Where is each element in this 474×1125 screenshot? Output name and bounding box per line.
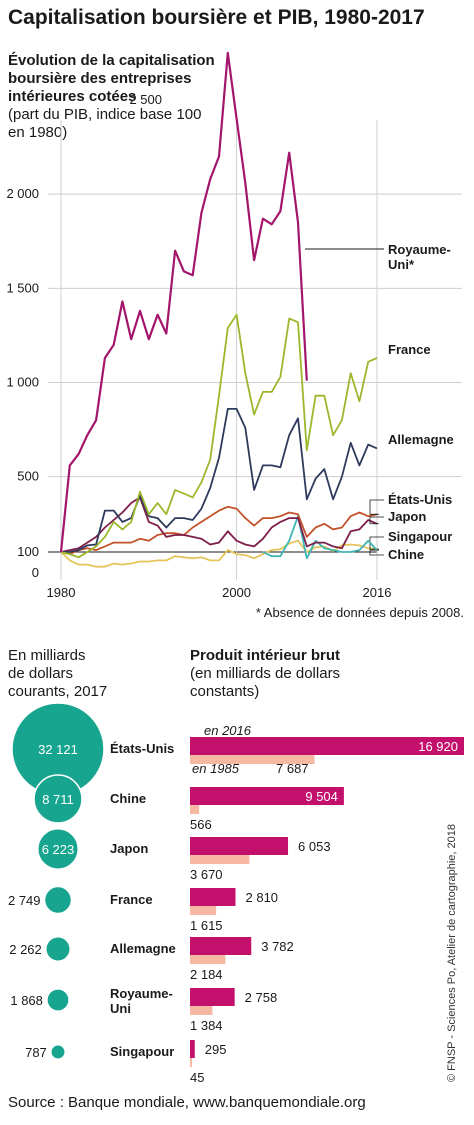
country-name: États-Unis	[110, 741, 174, 756]
series-line-singapore	[60, 539, 378, 568]
series-label-france: France	[388, 342, 431, 357]
leader-line	[369, 549, 384, 556]
bar-1985	[190, 805, 200, 814]
market-cap-label: 787	[25, 1045, 47, 1060]
line-chart: 0 100 500 1 000 1 500 2 000 2 500 1980 2000 2016 S…	[6, 51, 464, 620]
market-cap-label: 1 868	[10, 993, 43, 1008]
y-tick-label: 2 000	[6, 186, 39, 201]
market-cap-label: 2 749	[8, 893, 41, 908]
bar-1985-label: 1 615	[190, 918, 223, 933]
country-name: Japon	[110, 841, 148, 856]
y-tick-label: 2 500	[129, 92, 162, 107]
market-cap-circle	[33, 774, 83, 824]
bar-2016	[190, 1040, 195, 1058]
series-label-uk: Royaume-	[388, 242, 451, 257]
source-note: Source : Banque mondiale, www.banquemond…	[8, 1094, 366, 1111]
series-label-usa: États-Unis	[388, 492, 452, 507]
bar-2016	[190, 988, 235, 1006]
x-tick-label: 1980	[47, 585, 76, 600]
bar-2016	[190, 737, 464, 755]
bar-1985-label: 2 184	[190, 967, 223, 982]
country-name: France	[110, 892, 153, 907]
series-line-france	[60, 313, 378, 559]
series-line-china	[262, 515, 378, 560]
market-cap-circle	[43, 885, 73, 915]
bar-1985-label: 3 670	[190, 867, 223, 882]
bar-2016-label: 2 810	[246, 890, 279, 905]
series-label-germany: Allemagne	[388, 432, 454, 447]
series-line-usa	[60, 505, 378, 555]
circles-heading: courants, 2017	[8, 683, 107, 700]
bar-1985-label: 1 384	[190, 1018, 223, 1033]
market-cap-label: 6 223	[42, 842, 75, 857]
legend-1985: en 1985	[192, 761, 240, 776]
market-cap-circle	[45, 936, 71, 962]
credit-note: © FNSP - Sciences Po, Atelier de cartogr…	[446, 824, 458, 1082]
country-name: Allemagne	[110, 941, 176, 956]
bar-1985	[190, 1006, 213, 1015]
country-name: Uni	[110, 1001, 131, 1016]
y-tick-label: 1 000	[6, 375, 39, 390]
bar-2016	[190, 937, 252, 955]
bar-1985-label: 45	[190, 1070, 204, 1085]
chart-title: Capitalisation boursière et PIB, 1980-20…	[8, 6, 425, 29]
leader-line	[369, 499, 384, 515]
bar-2016-label: 6 053	[298, 839, 331, 854]
market-cap-circle	[46, 988, 70, 1012]
x-tick-label: 2000	[222, 585, 251, 600]
series-line-germany	[61, 407, 378, 553]
series-label-japan: Japon	[388, 509, 426, 524]
bar-2016-label: 295	[205, 1042, 227, 1057]
line-chart-subtitle: Évolution de la capitalisation boursière…	[8, 52, 215, 105]
bar-2016-label: 2 758	[245, 990, 278, 1005]
series-line-uk	[59, 51, 308, 553]
market-cap-label: 32 121	[38, 742, 78, 757]
circles-heading: de dollars	[8, 665, 73, 682]
y-tick-label: 0	[32, 565, 39, 580]
bar-1985	[190, 755, 315, 764]
bar-2016	[190, 837, 289, 855]
gdp-heading: Produit intérieur brut	[190, 647, 340, 664]
gdp-subheading: constants)	[190, 683, 259, 700]
bar-2016-label: 9 504	[305, 789, 338, 804]
y-tick-label: 1 500	[6, 280, 39, 295]
bar-1985-label: 566	[190, 817, 212, 832]
bar-1985	[190, 1058, 192, 1067]
market-cap-label: 2 262	[9, 942, 42, 957]
bar-2016-label: 16 920	[418, 739, 458, 754]
series-label-uk: Uni*	[388, 257, 415, 272]
line-chart-subnote: (part du PIB, indice base 100 en 1980)	[8, 106, 202, 141]
series-label-china: Chine	[388, 547, 424, 562]
market-cap-circle	[50, 1044, 66, 1060]
country-name: Royaume-	[110, 986, 173, 1001]
market-cap-circle	[37, 828, 79, 870]
series-label-singapore: Singapour	[388, 529, 452, 544]
circles-heading: En milliards	[8, 647, 86, 664]
series-line-japan	[60, 496, 378, 553]
country-name: Chine	[110, 791, 146, 806]
bar-2016	[190, 787, 344, 805]
bar-1985	[190, 855, 250, 864]
bar-1985	[190, 955, 226, 964]
y-tick-label: 100	[17, 544, 39, 559]
gdp-subheading: (en milliards de dollars	[190, 665, 340, 682]
bar-2016-label: 3 782	[261, 939, 294, 954]
bar-1985-label: 7 687	[276, 761, 309, 776]
x-tick-label: 2016	[363, 585, 392, 600]
y-tick-label: 500	[17, 469, 39, 484]
country-name: Singapour	[110, 1044, 174, 1059]
footnote: * Absence de données depuis 2008.	[256, 605, 464, 620]
bar-2016	[190, 888, 236, 906]
legend-2016: en 2016	[204, 723, 252, 738]
market-cap-label: 8 711	[42, 792, 74, 807]
bar-1985	[190, 906, 217, 915]
leader-line	[369, 516, 384, 525]
